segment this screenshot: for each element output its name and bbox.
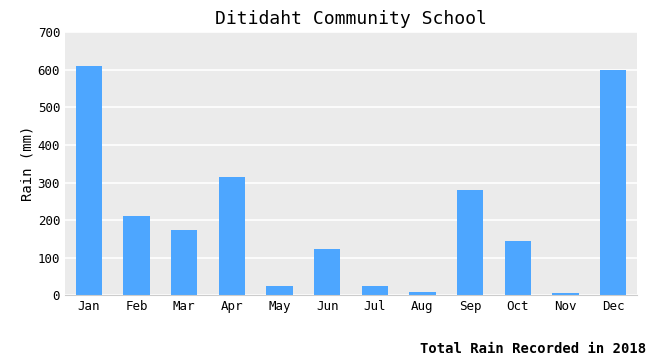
Bar	[75, 66, 102, 295]
Bar	[504, 241, 531, 295]
Text: Total Rain Recorded in 2018: Total Rain Recorded in 2018	[420, 342, 646, 356]
Y-axis label: Rain (mm): Rain (mm)	[21, 126, 35, 202]
Bar	[457, 190, 483, 295]
Title: Ditidaht Community School: Ditidaht Community School	[215, 10, 487, 28]
Bar	[552, 293, 578, 295]
Bar	[410, 292, 436, 295]
Bar	[600, 70, 626, 295]
Bar	[171, 230, 198, 295]
Bar	[124, 216, 150, 295]
Bar	[218, 177, 245, 295]
Bar	[266, 286, 292, 295]
Bar	[361, 286, 388, 295]
Bar	[314, 249, 340, 295]
